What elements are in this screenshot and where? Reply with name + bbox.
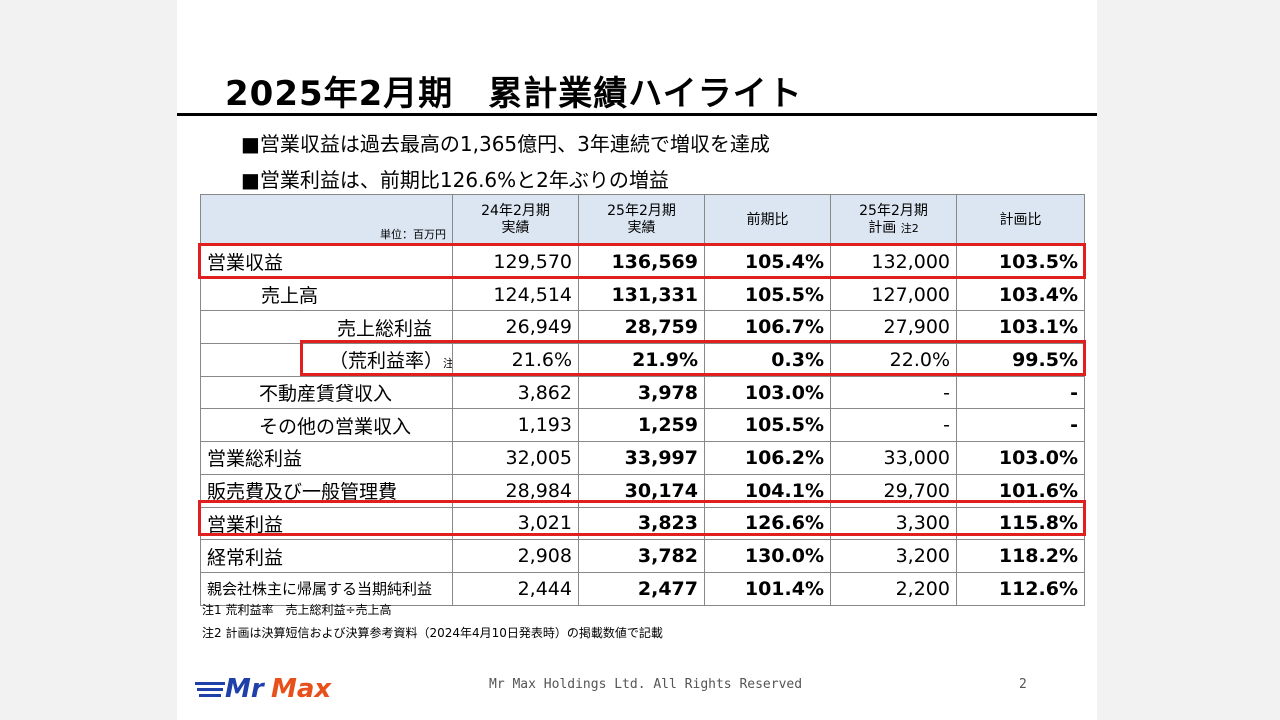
table-cell: 3,978 [578, 375, 705, 410]
table-cell: 106.7% [704, 310, 831, 345]
table-row: 販売費及び一般管理費 28,984 30,174 104.1% 29,700 101.6% [200, 473, 1085, 508]
row-label: 販売費及び一般管理費 [200, 473, 453, 508]
table-cell: - [830, 408, 957, 443]
copyright-text: Mr Max Holdings Ltd. All Rights Reserved [489, 677, 803, 692]
table-cell: 106.2% [704, 441, 831, 475]
table-cell: 33,000 [830, 441, 957, 475]
table-cell: 3,200 [830, 539, 957, 573]
table-row: 売上高 124,514 131,331 105.5% 127,000 103.4% [200, 277, 1085, 312]
table-cell: 21.6% [452, 343, 579, 377]
table-row: （荒利益率）注121.6%21.9%0.3%22.0%99.5% [200, 343, 1085, 377]
table-cell: 27,900 [830, 310, 957, 345]
bullet-point: ■営業収益は過去最高の1,365億円、3年連続で増収を達成 [241, 132, 770, 156]
table-cell: 105.5% [704, 408, 831, 443]
slide: 2025年2月期 累計業績ハイライト ■営業収益は過去最高の1,365億円、3年… [177, 0, 1097, 720]
table-row: 営業収益 129,570 136,569 105.4% 132,000 103.5% [200, 245, 1085, 279]
footnote-2: 注2 計画は決算短信および決算参考資料（2024年4月10日発表時）の掲載数値で… [202, 626, 663, 640]
row-label: 営業収益 [200, 245, 453, 279]
table-cell: 129,570 [452, 245, 579, 279]
col-header-curr-actual: 25年2月期 実績 [578, 194, 705, 246]
table-cell: 124,514 [452, 277, 579, 312]
table-cell: 103.0% [956, 441, 1085, 475]
table-cell: 105.4% [704, 245, 831, 279]
table-row: その他の営業収入 1,193 1,259 105.5% - - [200, 408, 1085, 443]
col-header-yoy: 前期比 [704, 194, 831, 246]
table-cell: 115.8% [956, 506, 1085, 541]
table-cell: 131,331 [578, 277, 705, 312]
financial-table: 単位：百万円 24年2月期 実績 25年2月期 実績 前期比 25年2月期 計画 注2… [200, 194, 1085, 606]
col-header-vs-plan: 計画比 [956, 194, 1085, 246]
svg-text:Mr: Mr [225, 674, 266, 702]
mrmax-logo: Mr Max [195, 674, 332, 702]
table-cell: 3,862 [452, 375, 579, 410]
table-cell: 2,200 [830, 571, 957, 606]
table-cell: 3,782 [578, 539, 705, 573]
table-cell: 1,193 [452, 408, 579, 443]
table-cell: 103.5% [956, 245, 1085, 279]
table-cell: 22.0% [830, 343, 957, 377]
col-header-prev-actual: 24年2月期 実績 [452, 194, 579, 246]
table-cell: 112.6% [956, 571, 1085, 606]
page-number: 2 [1019, 677, 1027, 692]
col-header-plan: 25年2月期 計画 注2 [830, 194, 957, 246]
table-cell: 3,021 [452, 506, 579, 541]
table-cell: 3,300 [830, 506, 957, 541]
table-cell: 2,477 [578, 571, 705, 606]
table-cell: - [956, 408, 1085, 443]
table-cell: 26,949 [452, 310, 579, 345]
table-cell: 130.0% [704, 539, 831, 573]
table-cell: 21.9% [578, 343, 705, 377]
table-cell: 127,000 [830, 277, 957, 312]
footnote-1: 注1 荒利益率 売上総利益÷売上高 [202, 603, 392, 617]
table-cell: 104.1% [704, 473, 831, 508]
row-label: 経常利益 [200, 539, 453, 573]
page-title: 2025年2月期 累計業績ハイライト [225, 74, 803, 114]
table-cell: 136,569 [578, 245, 705, 279]
table-cell: 32,005 [452, 441, 579, 475]
row-label: 不動産賃貸収入 [200, 375, 453, 410]
table-row: 親会社株主に帰属する当期純利益 2,444 2,477 101.4% 2,200 112.… [200, 571, 1085, 606]
table-row: 営業利益 3,021 3,823 126.6% 3,300 115.8% [200, 506, 1085, 541]
table-row: 営業総利益 32,005 33,997 106.2% 33,000 103.0% [200, 441, 1085, 475]
table-cell: 103.0% [704, 375, 831, 410]
row-label: 売上高 [200, 277, 453, 312]
table-cell: 2,444 [452, 571, 579, 606]
table-cell: 30,174 [578, 473, 705, 508]
row-label: 営業利益 [200, 506, 453, 541]
svg-text:Max: Max [271, 674, 332, 702]
table-cell: 99.5% [956, 343, 1085, 377]
table-cell: - [956, 375, 1085, 410]
table-cell: 103.1% [956, 310, 1085, 345]
row-label: 営業総利益 [200, 441, 453, 475]
table-cell: 105.5% [704, 277, 831, 312]
table-cell: 101.4% [704, 571, 831, 606]
table-cell: 0.3% [704, 343, 831, 377]
unit-label: 単位：百万円 [200, 194, 453, 246]
table-cell: 103.4% [956, 277, 1085, 312]
table-cell: 28,984 [452, 473, 579, 508]
table-cell: 2,908 [452, 539, 579, 573]
row-label: その他の営業収入 [200, 408, 453, 443]
table-cell: 101.6% [956, 473, 1085, 508]
table-row: 売上総利益 26,949 28,759 106.7% 27,900 103.1% [200, 310, 1085, 345]
bullet-point: ■営業利益は、前期比126.6%と2年ぶりの増益 [241, 168, 669, 192]
table-row: 経常利益 2,908 3,782 130.0% 3,200 118.2% [200, 539, 1085, 573]
row-label: （荒利益率）注1 [200, 343, 453, 377]
table-cell: 1,259 [578, 408, 705, 443]
row-label: 売上総利益 [200, 310, 453, 345]
table-cell: 132,000 [830, 245, 957, 279]
table-cell: 118.2% [956, 539, 1085, 573]
table-header-row: 単位：百万円 24年2月期 実績 25年2月期 実績 前期比 25年2月期 計画 注2… [200, 194, 1085, 246]
row-label: 親会社株主に帰属する当期純利益 [200, 571, 453, 606]
table-row: 不動産賃貸収入 3,862 3,978 103.0% - - [200, 375, 1085, 410]
table-cell: - [830, 375, 957, 410]
table-cell: 28,759 [578, 310, 705, 345]
table-cell: 29,700 [830, 473, 957, 508]
table-cell: 3,823 [578, 506, 705, 541]
table-cell: 126.6% [704, 506, 831, 541]
table-cell: 33,997 [578, 441, 705, 475]
title-divider [177, 113, 1097, 116]
